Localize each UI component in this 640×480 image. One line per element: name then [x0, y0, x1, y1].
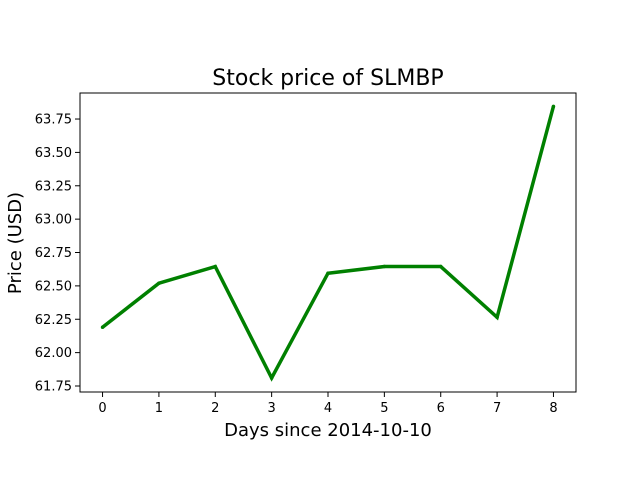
- y-tick-label: 62.50: [35, 279, 72, 294]
- data-point: [100, 325, 105, 330]
- x-tick-label: 3: [267, 401, 275, 416]
- data-point: [551, 104, 556, 109]
- data-point: [495, 315, 499, 319]
- x-tick-label: 6: [437, 401, 445, 416]
- data-point: [438, 264, 443, 269]
- data-point: [269, 376, 274, 380]
- chart-title: Stock price of SLMBP: [212, 66, 443, 91]
- x-tick-label: 7: [493, 401, 501, 416]
- y-tick-label: 62.25: [35, 313, 72, 328]
- y-tick-label: 62.75: [35, 246, 72, 261]
- y-tick-label: 62.00: [35, 346, 72, 361]
- y-tick-label: 61.75: [35, 379, 72, 394]
- data-point: [326, 271, 330, 275]
- x-tick-label: 1: [155, 401, 163, 416]
- axes-frame: [79, 92, 577, 393]
- x-tick-label: 8: [549, 401, 557, 416]
- data-point: [157, 281, 161, 285]
- x-tick-label: 4: [324, 401, 332, 416]
- plot-area: 0 1 2 3 4 5 6 7 8 61.75 62.00 62.25 62.50 62.75 63.00 6…: [35, 104, 558, 416]
- x-tick-label: 5: [380, 401, 388, 416]
- y-tick-label: 63.25: [35, 179, 72, 194]
- x-tick-label: 0: [98, 401, 106, 416]
- y-tick-label: 63.75: [35, 113, 72, 128]
- y-tick-label: 63.50: [35, 146, 72, 161]
- y-tick-label: 63.00: [35, 213, 72, 228]
- x-tick-label: 2: [211, 401, 219, 416]
- data-point: [213, 264, 218, 269]
- y-axis-label: Price (USD): [5, 192, 26, 294]
- data-point: [382, 264, 387, 269]
- x-axis-label: Days since 2014-10-10: [224, 420, 432, 441]
